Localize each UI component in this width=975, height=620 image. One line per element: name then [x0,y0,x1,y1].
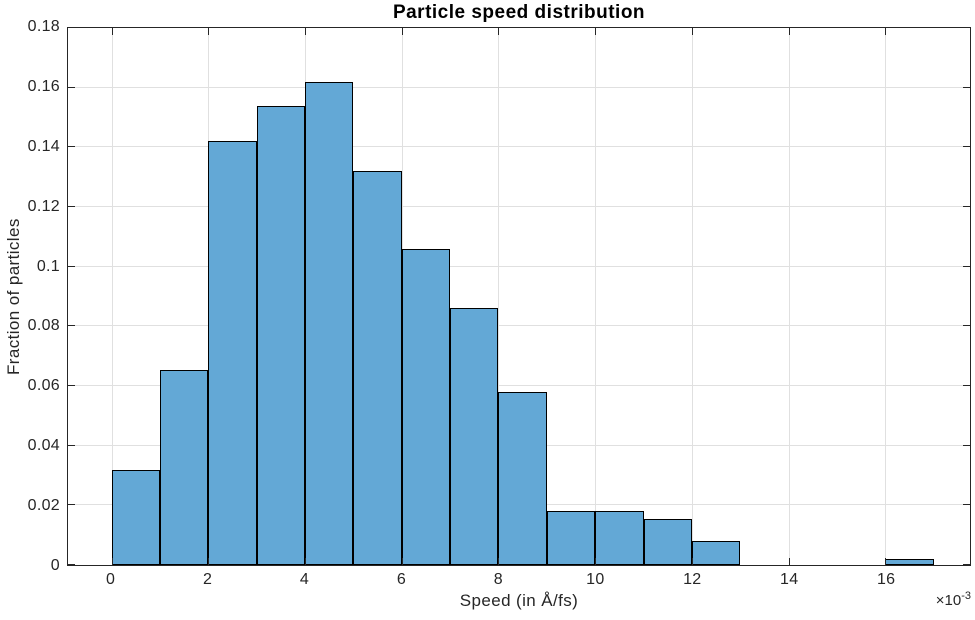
y-tick-mark-right [963,385,970,386]
y-tick-label: 0.04 [27,437,60,455]
x-tick-mark-top [111,28,113,35]
x-tick-mark [498,558,500,565]
y-tick-mark [68,325,75,327]
y-tick-mark [68,206,75,207]
y-tick-label: 0 [50,557,60,574]
histogram-bar [401,248,451,565]
histogram-bar [256,105,305,565]
x-tick-label: 12 [683,571,702,588]
y-tick-label: 0.18 [27,18,60,35]
gridline-horizontal [68,206,970,207]
x-tick-mark [401,558,403,565]
histogram-bar [304,81,354,565]
gridline-vertical [691,28,693,565]
y-tick-label: 0.12 [27,197,60,215]
y-tick-labels: 0 0.02 0.04 0.06 0.08 0.1 0.12 0.14 0.16 0.18 [0,18,60,574]
y-tick-label: 0.1 [36,257,60,275]
gridline-horizontal [68,385,970,386]
x-tick-mark-top [885,28,887,35]
gridline-vertical [111,28,113,565]
multiplier-exponent: -3 [961,590,971,602]
gridline-vertical [885,28,887,565]
y-tick-label: 0.08 [27,317,60,335]
gridline-horizontal [68,325,970,327]
x-tick-label: 2 [202,571,213,588]
x-tick-mark [885,558,887,565]
histogram-bar [159,369,209,565]
x-tick-mark [788,558,790,565]
y-tick-mark-right [963,444,970,446]
y-tick-mark-right [963,325,970,327]
y-tick-mark-right [963,27,970,28]
x-axis-label: Speed (in Å/fs) [459,591,579,610]
histogram-bar [643,518,692,565]
y-tick-mark-right [963,564,970,565]
x-tick-mark-top [788,28,790,35]
x-tick-label: 8 [493,571,503,588]
x-tick-mark [304,558,306,565]
gridline-horizontal [68,146,970,148]
gridline-vertical [788,28,790,565]
y-tick-label: 0.14 [27,137,60,155]
histogram-bar [691,541,741,565]
y-tick-mark-right [963,146,970,148]
y-tick-label: 0.16 [27,77,60,95]
y-tick-mark [68,146,75,148]
histogram-bar [546,511,596,565]
y-tick-mark [68,564,75,565]
x-tick-label: 0 [106,571,116,588]
x-tick-mark-top [498,28,500,35]
x-tick-mark-top [401,28,403,35]
y-tick-mark [68,86,75,88]
y-tick-mark [68,504,75,506]
x-axis-multiplier: ×10-3 [67,590,971,609]
x-tick-mark [595,558,597,565]
x-tick-labels: 0 2 4 6 8 10 12 14 16 [67,571,971,591]
x-tick-label: 16 [876,571,896,588]
multiplier-base: ×10 [935,592,962,609]
x-tick-label: 6 [396,571,407,588]
y-tick-label: 0.06 [27,377,60,395]
histogram-bar [498,391,547,565]
histogram-bar [885,559,934,565]
x-tick-mark-top [208,28,210,35]
x-tick-label: 14 [780,571,799,588]
y-tick-label: 0.02 [27,497,60,515]
y-tick-mark-right [963,86,970,88]
chart-title: Particle speed distribution [392,2,646,23]
x-tick-mark-top [595,28,597,35]
x-tick-mark [208,558,210,565]
gridline-horizontal [68,86,970,88]
y-tick-mark-right [963,206,970,207]
histogram-bar [353,171,402,565]
histogram-bar [450,308,499,565]
plot-area [67,27,971,566]
x-tick-mark [111,558,113,565]
x-tick-mark-top [304,28,306,35]
x-tick-mark-top [691,28,693,35]
histogram-bar [208,141,257,565]
x-tick-label: 10 [586,571,605,588]
histogram-bar [595,511,644,565]
gridline-horizontal [68,265,970,267]
gridline-vertical [595,28,597,565]
y-tick-mark-right [963,265,970,267]
gridline-vertical [498,28,500,565]
x-tick-mark [691,558,693,565]
y-tick-mark [68,385,75,386]
x-tick-label: 4 [299,571,310,588]
y-tick-mark-right [963,504,970,506]
y-tick-mark [68,265,75,267]
y-tick-mark [68,444,75,446]
histogram-bar [111,469,160,565]
y-tick-mark [68,27,75,28]
